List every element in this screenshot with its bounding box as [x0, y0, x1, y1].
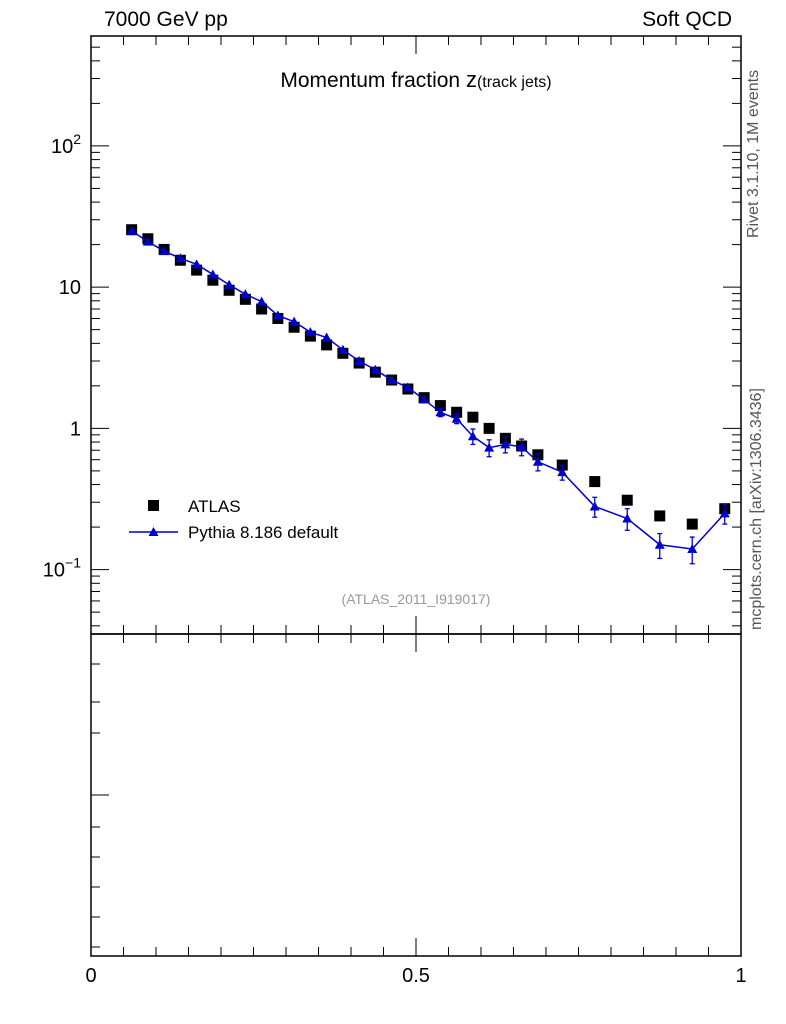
pythia-point: [419, 394, 430, 404]
pythia-point: [224, 279, 235, 289]
atlas-point: [686, 518, 698, 530]
atlas-point: [434, 400, 446, 412]
atlas-point: [451, 406, 463, 418]
legend-label-atlas: ATLAS: [188, 497, 241, 516]
atlas-point: [589, 476, 601, 488]
y-tick-label: 10: [59, 277, 81, 299]
atlas-point: [191, 264, 203, 276]
x-tick-label: 0.5: [402, 965, 430, 987]
pythia-point: [354, 355, 365, 365]
atlas-point: [654, 510, 666, 522]
pythia-point: [159, 246, 170, 256]
analysis-watermark: (ATLAS_2011_I919017): [342, 591, 491, 607]
atlas-point: [239, 293, 251, 305]
pythia-point: [142, 236, 153, 246]
pythia-point: [386, 375, 397, 385]
pythia-point: [321, 332, 332, 342]
atlas-point: [483, 422, 495, 434]
pythia-point: [622, 513, 633, 523]
pythia-point: [305, 327, 316, 337]
pythia-point: [126, 225, 137, 235]
header-energy-label: 7000 GeV pp: [104, 8, 228, 31]
pythia-point: [272, 310, 283, 320]
pythia-point: [370, 364, 381, 374]
pythia-point: [435, 407, 446, 417]
pythia-point: [532, 456, 543, 466]
ratio-plot-frame: [90, 633, 742, 957]
pythia-point: [240, 289, 251, 299]
pythia-point: [654, 539, 665, 549]
pythia-point: [484, 442, 495, 452]
pythia-point: [589, 501, 600, 511]
y-tick-label: 102: [51, 131, 81, 158]
header-category-label: Soft QCD: [642, 8, 732, 31]
atlas-point: [321, 339, 333, 351]
series-atlas: [126, 224, 731, 530]
pythia-point: [289, 316, 300, 326]
main-plot-frame: [90, 35, 742, 635]
pythia-point: [516, 441, 527, 451]
pythia-point: [557, 467, 568, 477]
pythia-point: [719, 508, 730, 518]
chart-title-variable: z: [466, 67, 477, 92]
pythia-point: [467, 431, 478, 441]
chart-title: Momentum fraction z(track jets): [280, 67, 551, 92]
pythia-point: [687, 543, 698, 553]
pythia-point: [500, 439, 511, 449]
legend-marker-atlas: [148, 500, 159, 511]
legend-marker-pythia: [148, 527, 159, 536]
pythia-point: [256, 296, 267, 306]
pythia-point: [451, 413, 462, 423]
atlas-point: [256, 303, 268, 315]
chart-title-subscript: (track jets): [477, 74, 552, 91]
pythia-point: [337, 344, 348, 354]
atlas-point: [621, 494, 633, 506]
pythia-point: [207, 269, 218, 279]
legend-label-pythia: Pythia 8.186 default: [188, 523, 339, 542]
atlas-point: [467, 411, 479, 423]
pythia-point: [191, 259, 202, 269]
atlas-point: [223, 284, 235, 296]
y-tick-label: 1: [70, 418, 81, 440]
series-pythia: [126, 225, 730, 565]
atlas-point: [207, 274, 219, 286]
y-tick-label: 10−1: [43, 555, 81, 582]
x-tick-label: 0: [85, 965, 96, 987]
axes-group: 10−1 1 10 102 0 0.5 1: [43, 35, 747, 987]
chart-title-main: Momentum fraction: [280, 69, 466, 92]
pythia-point: [175, 253, 186, 263]
atlas-point: [288, 321, 300, 333]
pythia-point: [402, 382, 413, 392]
x-tick-label: 1: [735, 965, 746, 987]
legend: ATLAS Pythia 8.186 default: [129, 497, 339, 542]
